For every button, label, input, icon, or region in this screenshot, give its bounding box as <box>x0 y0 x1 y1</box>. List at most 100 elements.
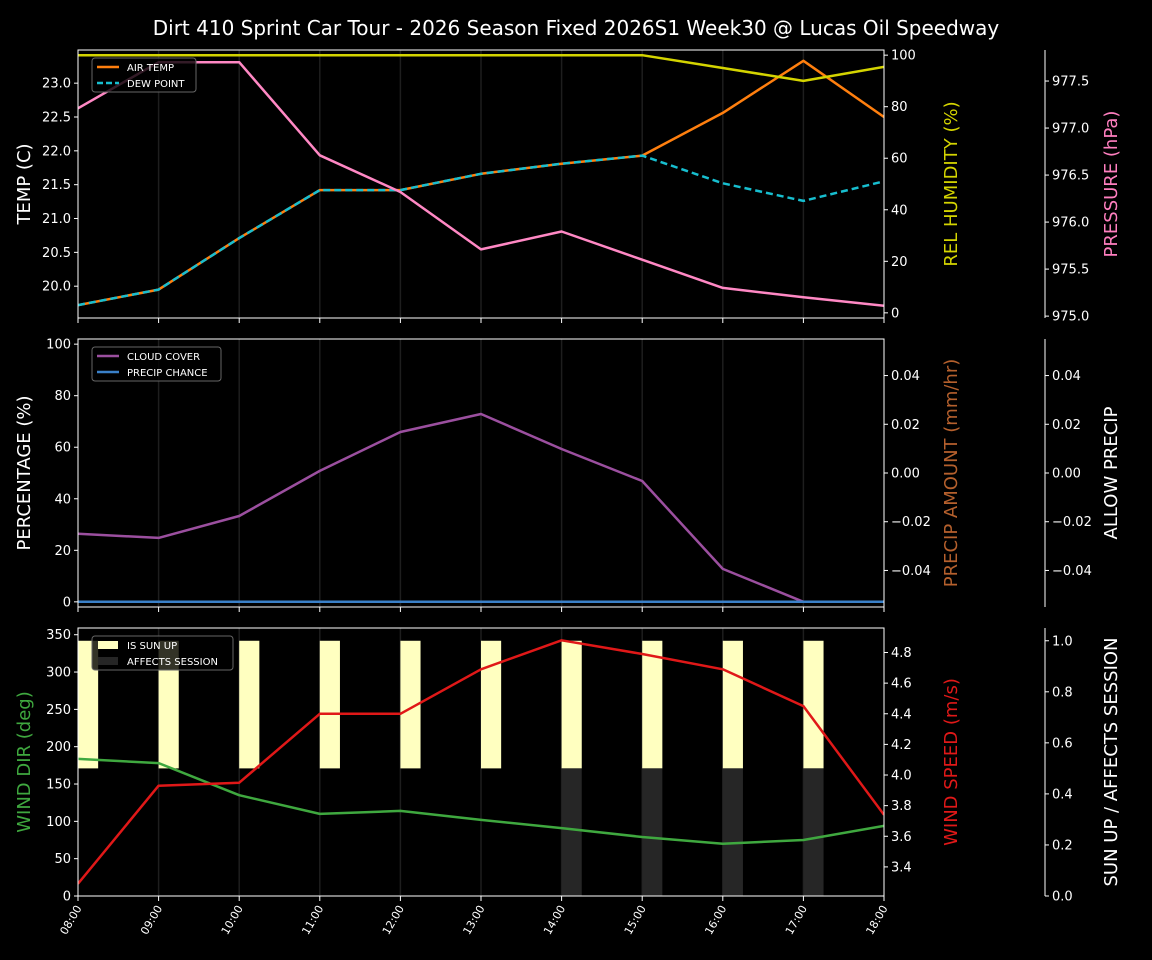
legend-label: IS SUN UP <box>127 641 177 652</box>
right-y-tick-label: 0.00 <box>891 467 920 482</box>
left-y-tick-label: 21.0 <box>42 212 71 227</box>
far-y-tick-label: 977.0 <box>1052 122 1089 137</box>
legend-swatch <box>98 641 118 649</box>
left-y-tick-label: 50 <box>54 852 71 867</box>
subplot-3: 08:00 09:00 10:00 11:00 12:00 13:00 14:00 15:00… <box>14 627 1122 937</box>
far-axis-label: SUN UP / AFFECTS SESSION <box>1101 637 1122 886</box>
far-y-tick-label: 0.4 <box>1052 787 1073 802</box>
far-y-tick-label: 0.02 <box>1052 418 1081 433</box>
left-y-tick-label: 20.0 <box>42 280 71 295</box>
left-y-tick-label: 60 <box>54 441 71 456</box>
legend: AIR TEMP DEW POINT <box>91 57 197 93</box>
x-tick-label: 08:00 <box>57 903 84 937</box>
left-y-tick-label: 0 <box>63 890 71 905</box>
far-y-tick-label: 1.0 <box>1052 634 1073 649</box>
right-y-tick-label: 4.6 <box>891 677 912 692</box>
left-y-tick-label: 21.5 <box>42 178 71 193</box>
far-y-tick-label: 0.2 <box>1052 838 1073 853</box>
left-y-tick-label: 22.0 <box>42 144 71 159</box>
far-axis-label: PRESSURE (hPa) <box>1101 111 1122 258</box>
bar-affects-session <box>642 768 663 896</box>
right-y-tick-label: 4.0 <box>891 769 912 784</box>
left-y-tick-label: 200 <box>46 740 71 755</box>
left-axis-label: WIND DIR (deg) <box>14 691 35 833</box>
legend: CLOUD COVER PRECIP CHANCE <box>91 346 222 382</box>
legend: IS SUN UP AFFECTS SESSION <box>91 635 234 671</box>
right-y-tick-label: 0.02 <box>891 418 920 433</box>
bar-is-sun-up <box>400 640 421 769</box>
legend-label: AIR TEMP <box>127 63 174 74</box>
left-axis-label: TEMP (C) <box>14 143 35 225</box>
far-y-tick-label: 975.0 <box>1052 310 1089 325</box>
bar-is-sun-up <box>803 640 824 769</box>
chart-title: Dirt 410 Sprint Car Tour - 2026 Season F… <box>153 16 1000 40</box>
left-y-tick-label: 100 <box>46 338 71 353</box>
bar-is-sun-up <box>158 640 179 769</box>
right-y-tick-label: 20 <box>891 255 908 270</box>
bar-is-sun-up <box>561 640 582 769</box>
left-y-tick-label: 40 <box>54 492 71 507</box>
x-tick-label: 18:00 <box>863 903 890 937</box>
left-y-tick-label: 250 <box>46 703 71 718</box>
right-y-tick-label: 0 <box>891 306 899 321</box>
legend-label: PRECIP CHANCE <box>127 368 208 379</box>
far-y-tick-label: 0.04 <box>1052 369 1081 384</box>
bar-is-sun-up <box>722 640 743 769</box>
left-y-tick-label: 0 <box>63 595 71 610</box>
x-tick-label: 10:00 <box>219 903 246 937</box>
legend-box <box>91 346 222 382</box>
bar-is-sun-up <box>239 640 260 769</box>
right-y-tick-label: −0.02 <box>891 515 931 530</box>
x-tick-label: 17:00 <box>783 903 810 937</box>
far-y-tick-label: 0.8 <box>1052 685 1073 700</box>
x-tick-label: 13:00 <box>460 903 487 937</box>
right-y-tick-label: 80 <box>891 100 908 115</box>
subplot-1: 20.0 20.5 21.0 21.5 22.0 22.5 23.0 TEMP (C) 0 20 4… <box>14 49 1122 325</box>
legend-swatch <box>98 657 118 665</box>
legend-label: AFFECTS SESSION <box>127 657 218 668</box>
legend-label: CLOUD COVER <box>127 352 200 363</box>
far-axis-label: ALLOW PRECIP <box>1101 406 1122 539</box>
right-axis-label: WIND SPEED (m/s) <box>941 678 962 846</box>
x-tick-label: 11:00 <box>299 903 326 937</box>
left-y-tick-label: 20.5 <box>42 246 71 261</box>
right-y-tick-label: 3.4 <box>891 860 912 875</box>
bar-is-sun-up <box>642 640 663 769</box>
bar-is-sun-up <box>78 640 99 769</box>
right-y-tick-label: 100 <box>891 49 916 64</box>
left-y-tick-label: 22.5 <box>42 111 71 126</box>
far-y-tick-label: 976.5 <box>1052 169 1089 184</box>
bar-affects-session <box>803 768 824 896</box>
right-y-tick-label: 40 <box>891 203 908 218</box>
left-y-tick-label: 23.0 <box>42 77 71 92</box>
left-y-tick-label: 80 <box>54 389 71 404</box>
right-y-tick-label: 4.4 <box>891 707 912 722</box>
legend-box <box>91 635 234 671</box>
plot-area <box>78 639 884 896</box>
left-y-tick-label: 100 <box>46 815 71 830</box>
far-y-tick-label: −0.04 <box>1052 564 1092 579</box>
left-y-tick-label: 150 <box>46 778 71 793</box>
right-y-tick-label: 60 <box>891 152 908 167</box>
right-y-tick-label: 4.8 <box>891 646 912 661</box>
plot-area <box>78 53 884 308</box>
legend-label: DEW POINT <box>127 79 185 90</box>
right-y-tick-label: 3.8 <box>891 799 912 814</box>
x-tick-label: 09:00 <box>138 903 165 937</box>
right-y-tick-label: 3.6 <box>891 830 912 845</box>
right-axis-label: PRECIP AMOUNT (mm/hr) <box>941 359 962 588</box>
far-y-tick-label: 0.00 <box>1052 467 1081 482</box>
far-y-tick-label: 976.0 <box>1052 216 1089 231</box>
subplot-2: 0 20 40 60 80 100 PERCENTAGE (%) −0.04 −0.02 0.00… <box>14 338 1122 612</box>
left-y-tick-label: 300 <box>46 666 71 681</box>
x-tick-label: 12:00 <box>380 903 407 937</box>
far-y-tick-label: 977.5 <box>1052 75 1089 90</box>
bar-is-sun-up <box>319 640 340 769</box>
right-y-tick-label: 4.2 <box>891 738 912 753</box>
x-tick-label: 15:00 <box>622 903 649 937</box>
bar-is-sun-up <box>481 640 502 769</box>
x-tick-label: 16:00 <box>702 903 729 937</box>
right-y-tick-label: −0.04 <box>891 564 931 579</box>
left-y-tick-label: 20 <box>54 544 71 559</box>
